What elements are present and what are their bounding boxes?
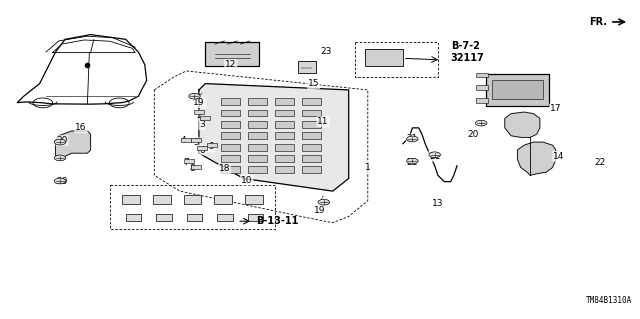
Text: B-7-2
32117: B-7-2 32117 xyxy=(451,41,484,63)
Bar xyxy=(184,159,195,163)
Bar xyxy=(248,132,267,139)
Circle shape xyxy=(406,136,418,142)
Circle shape xyxy=(54,178,66,184)
Bar xyxy=(365,49,403,66)
Bar xyxy=(301,167,321,174)
Bar xyxy=(301,155,321,162)
Bar xyxy=(248,214,263,221)
Text: 21: 21 xyxy=(406,134,418,144)
Bar xyxy=(476,85,488,90)
Bar xyxy=(248,121,267,128)
Circle shape xyxy=(318,199,330,205)
Text: 21: 21 xyxy=(429,152,440,161)
Text: TM84B1310A: TM84B1310A xyxy=(586,296,632,305)
Text: 15: 15 xyxy=(308,79,319,88)
Text: 14: 14 xyxy=(553,152,564,161)
Bar xyxy=(184,195,202,204)
Bar xyxy=(248,167,267,174)
Text: B-13-11: B-13-11 xyxy=(256,216,299,226)
Text: 9: 9 xyxy=(209,142,214,151)
Text: 17: 17 xyxy=(550,104,561,113)
Bar xyxy=(221,121,241,128)
Circle shape xyxy=(406,158,418,164)
Bar xyxy=(301,109,321,116)
Bar xyxy=(221,98,241,105)
Text: 6: 6 xyxy=(199,145,205,154)
Text: 19: 19 xyxy=(193,98,205,107)
Bar xyxy=(275,155,294,162)
Bar xyxy=(275,109,294,116)
Text: 22: 22 xyxy=(595,158,606,167)
Polygon shape xyxy=(505,112,540,137)
Bar xyxy=(492,80,543,100)
Text: 20: 20 xyxy=(56,177,68,186)
Bar xyxy=(275,167,294,174)
Bar xyxy=(191,138,201,142)
Polygon shape xyxy=(56,131,91,160)
Bar xyxy=(301,132,321,139)
Text: 5: 5 xyxy=(193,137,198,147)
Circle shape xyxy=(54,139,66,145)
Bar xyxy=(248,144,267,151)
Bar xyxy=(301,98,321,105)
Circle shape xyxy=(54,155,66,161)
Bar xyxy=(221,109,241,116)
Bar xyxy=(153,195,171,204)
Bar xyxy=(125,214,141,221)
Text: 1: 1 xyxy=(365,163,371,172)
Bar xyxy=(275,132,294,139)
Bar xyxy=(156,214,172,221)
Bar xyxy=(275,121,294,128)
Bar xyxy=(181,138,191,142)
Bar xyxy=(221,132,241,139)
Bar xyxy=(301,121,321,128)
Circle shape xyxy=(429,152,440,158)
Text: 7: 7 xyxy=(183,158,189,167)
Text: 8: 8 xyxy=(189,165,195,174)
Circle shape xyxy=(189,93,200,99)
FancyBboxPatch shape xyxy=(205,42,259,66)
Text: FR.: FR. xyxy=(589,17,607,27)
Bar xyxy=(122,195,140,204)
Text: 11: 11 xyxy=(317,117,329,126)
Bar xyxy=(248,155,267,162)
Bar xyxy=(214,195,232,204)
Bar xyxy=(197,146,207,150)
Text: 4: 4 xyxy=(180,136,186,145)
Text: 3: 3 xyxy=(199,120,205,129)
Bar xyxy=(218,214,233,221)
Bar xyxy=(248,98,267,105)
Bar xyxy=(194,109,204,114)
Text: 10: 10 xyxy=(241,175,252,185)
Bar xyxy=(245,195,262,204)
Bar xyxy=(486,74,549,106)
Bar xyxy=(207,143,217,147)
Bar xyxy=(301,144,321,151)
Polygon shape xyxy=(199,84,349,191)
Text: 21: 21 xyxy=(406,158,418,167)
Bar xyxy=(187,214,202,221)
Text: 20: 20 xyxy=(56,136,68,145)
Bar xyxy=(476,72,488,77)
Text: 18: 18 xyxy=(219,165,230,174)
Bar xyxy=(275,98,294,105)
Bar xyxy=(221,155,241,162)
Text: 16: 16 xyxy=(76,123,87,132)
Polygon shape xyxy=(518,142,556,175)
Text: 2: 2 xyxy=(196,111,202,120)
Text: 23: 23 xyxy=(321,48,332,56)
Bar xyxy=(200,116,211,120)
Text: 12: 12 xyxy=(225,60,236,69)
Text: 13: 13 xyxy=(432,199,444,208)
Circle shape xyxy=(476,120,487,126)
Text: 19: 19 xyxy=(314,206,326,215)
Text: 20: 20 xyxy=(467,130,479,139)
Bar xyxy=(275,144,294,151)
Bar xyxy=(476,98,488,103)
Bar xyxy=(248,109,267,116)
Bar xyxy=(298,61,316,72)
Bar xyxy=(221,167,241,174)
Bar xyxy=(221,144,241,151)
Bar xyxy=(191,165,201,169)
